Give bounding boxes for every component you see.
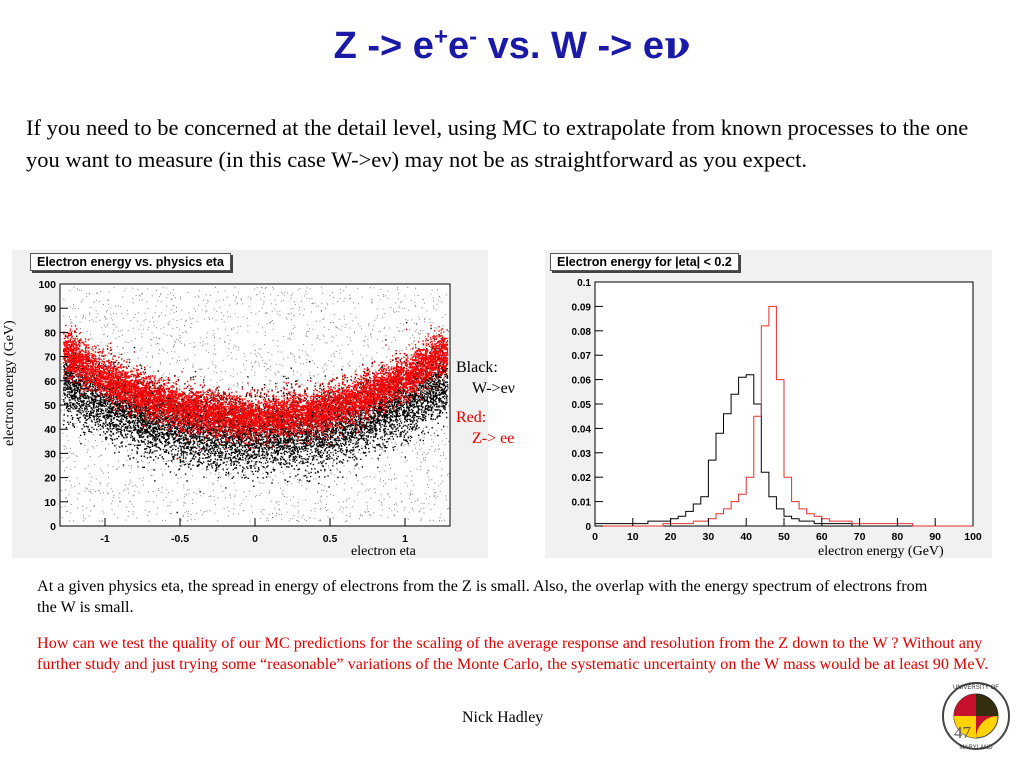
histogram-y-tick-label: 0.01: [572, 498, 592, 509]
scatter-x-tick-label: 0: [252, 533, 258, 545]
histogram-series-z-line: [595, 305, 973, 527]
histogram-x-tick-label: 40: [740, 531, 752, 543]
scatter-series-z-points: [63, 324, 449, 460]
histogram-x-tick-label: 70: [854, 531, 866, 543]
scatter-xlabel: electron eta: [351, 544, 416, 559]
scatter-y-tick-label: 100: [38, 279, 56, 291]
histogram-y-tick-label: 0.07: [572, 351, 592, 362]
histogram-chart-title: Electron energy for |eta| < 0.2: [550, 253, 739, 271]
scatter-ylabel-box: electron energy (GeV): [0, 268, 28, 448]
legend-black-head: Black:: [456, 359, 498, 376]
histogram-x-tick-label: 10: [627, 531, 639, 543]
scatter-x-tick-label: 1: [402, 533, 408, 545]
legend: Black: W->eν Red: Z-> ee: [456, 357, 515, 449]
histogram-x-tick-label: 90: [929, 531, 941, 543]
svg-text:MARYLAND: MARYLAND: [959, 745, 993, 751]
histogram-xlabel: electron energy (GeV): [818, 544, 944, 559]
slide-title: Z -> e+e- vs. W -> eν: [333, 22, 691, 67]
page-number: 47: [954, 723, 971, 742]
footer-author: Nick Hadley: [462, 709, 544, 726]
histogram-x-tick-label: 50: [778, 531, 790, 543]
histogram-x-tick-label: 0: [592, 531, 598, 543]
histogram-x-tick-label: 80: [892, 531, 904, 543]
histogram-x-tick-label: 30: [703, 531, 715, 543]
scatter-y-tick-label: 20: [44, 473, 56, 485]
legend-black-item: W->eν: [472, 380, 515, 397]
university-seal-logo: UNIVERSITY OF MARYLAND: [942, 682, 1010, 751]
histogram-y-tick-label: 0.08: [572, 327, 592, 338]
legend-red-head: Red:: [456, 409, 487, 426]
histogram-y-tick-label: 0.1: [577, 278, 591, 289]
histogram-y-tick-label: 0: [585, 522, 591, 533]
scatter-y-tick-label: 10: [44, 497, 56, 509]
scatter-y-tick-label: 50: [44, 400, 56, 412]
histogram-x-tick-label: 100: [964, 531, 982, 543]
scatter-y-tick-label: 30: [44, 448, 56, 460]
intro-paragraph: If you need to be concerned at the detai…: [26, 115, 969, 172]
scatter-x-tick-label: -1: [100, 533, 109, 545]
scatter-y-tick-label: 40: [44, 424, 56, 436]
histogram-y-tick-label: 0.02: [572, 473, 592, 484]
scatter-y-tick-label: 60: [44, 376, 56, 388]
scatter-chart-title: Electron energy vs. physics eta: [30, 253, 231, 271]
scatter-y-tick-label: 80: [44, 327, 56, 339]
scatter-y-tick-label: 70: [44, 352, 56, 364]
question-paragraph: How can we test the quality of our MC pr…: [37, 634, 989, 673]
histogram-y-tick-label: 0.03: [572, 449, 592, 460]
scatter-y-tick-label: 0: [50, 521, 56, 533]
scatter-x-tick-label: 0.5: [323, 533, 338, 545]
observation-paragraph: At a given physics eta, the spread in en…: [37, 577, 928, 616]
scatter-y-tick-label: 90: [44, 303, 56, 315]
svg-text:UNIVERSITY OF: UNIVERSITY OF: [953, 685, 999, 691]
histogram-y-tick-label: 0.05: [572, 400, 592, 411]
scatter-x-tick-label: -0.5: [171, 533, 189, 545]
histogram-chart: 0 10 20 30 40 50 60 70 80 90 100 0 0.01 0.02 0.03 0.04 0…: [572, 278, 982, 543]
histogram-x-tick-label: 60: [816, 531, 828, 543]
histogram-y-tick-label: 0.06: [572, 376, 592, 387]
legend-red-item: Z-> ee: [472, 430, 515, 447]
histogram-x-tick-label: 20: [665, 531, 677, 543]
histogram-y-tick-label: 0.04: [572, 424, 592, 435]
scatter-ylabel: electron energy (GeV): [2, 320, 17, 446]
histogram-y-tick-label: 0.09: [572, 302, 592, 313]
